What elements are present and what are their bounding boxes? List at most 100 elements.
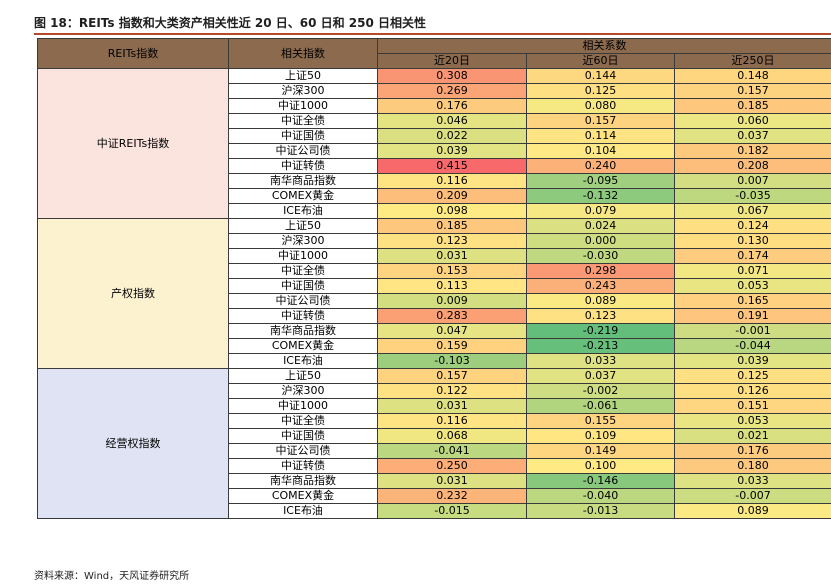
table-row: 沪深300 0.123 0.000 0.130	[38, 233, 831, 249]
coef-cell-d250: 0.124	[674, 218, 831, 234]
table-row: COMEX黄金 0.159 -0.213 -0.044	[38, 338, 831, 354]
coef-cell-d250: 0.053	[674, 278, 831, 294]
coef-cell-d60: 0.080	[526, 98, 675, 114]
related-index-cell: ICE布油	[228, 203, 378, 219]
coef-cell-d250: 0.125	[674, 368, 831, 384]
related-index-cell: COMEX黄金	[228, 488, 378, 504]
related-index-cell: 沪深300	[228, 383, 378, 399]
coef-cell-d20: 0.022	[377, 128, 527, 144]
related-index-cell: 中证公司债	[228, 143, 378, 159]
coef-cell-d20: 0.153	[377, 263, 527, 279]
coef-cell-d20: 0.176	[377, 98, 527, 114]
table-row: 南华商品指数 0.116 -0.095 0.007	[38, 173, 831, 189]
coef-cell-d20: 0.031	[377, 398, 527, 414]
figure-title: 图 18：REITs 指数和大类资产相关性近 20 日、60 日和 250 日相…	[34, 16, 427, 30]
coef-cell-d20: 0.250	[377, 458, 527, 474]
related-index-cell: 中证全债	[228, 113, 378, 129]
coef-cell-d60: 0.033	[526, 353, 675, 369]
related-index-cell: 中证全债	[228, 263, 378, 279]
table-row: 中证转债 0.415 0.240 0.208	[38, 158, 831, 174]
related-index-cell: ICE布油	[228, 503, 378, 519]
table-row: 中证国债 0.068 0.109 0.021	[38, 428, 831, 444]
group-name: 产权指数	[37, 218, 229, 369]
header-d20: 近20日	[377, 53, 527, 69]
related-index-cell: 中证国债	[228, 128, 378, 144]
related-index-cell: 上证50	[228, 218, 378, 234]
coef-cell-d20: 0.031	[377, 473, 527, 489]
coef-cell-d250: 0.208	[674, 158, 831, 174]
coef-cell-d60: -0.040	[526, 488, 675, 504]
coef-cell-d250: -0.007	[674, 488, 831, 504]
coef-cell-d250: 0.067	[674, 203, 831, 219]
correlation-table: REITs指数 相关指数 相关系数 近20日 近60日 近250日 中证REIT…	[37, 38, 831, 519]
coef-cell-d60: 0.104	[526, 143, 675, 159]
table-row: 沪深300 0.269 0.125 0.157	[38, 83, 831, 99]
table-row: 中证国债 0.113 0.243 0.053	[38, 278, 831, 294]
table-row: 南华商品指数 0.031 -0.146 0.033	[38, 473, 831, 489]
table-row: 中证公司债 0.039 0.104 0.182	[38, 143, 831, 159]
coef-cell-d250: 0.191	[674, 308, 831, 324]
table-row: 中证REITs指数 上证50 0.308 0.144 0.148	[37, 68, 831, 219]
header-reits-index: REITs指数	[37, 38, 229, 69]
table-row: ICE布油 0.098 0.079 0.067	[38, 203, 831, 219]
related-index-cell: 上证50	[228, 368, 378, 384]
coef-cell-d60: -0.002	[526, 383, 675, 399]
coef-cell-d20: 0.269	[377, 83, 527, 99]
coef-cell-d250: 0.126	[674, 383, 831, 399]
coef-cell-d20: 0.415	[377, 158, 527, 174]
coef-cell-d60: 0.243	[526, 278, 675, 294]
table-row: 中证国债 0.022 0.114 0.037	[38, 128, 831, 144]
coef-cell-d60: 0.240	[526, 158, 675, 174]
coef-cell-d20: -0.041	[377, 443, 527, 459]
coef-cell-d20: 0.185	[377, 218, 527, 234]
coef-cell-d20: 0.031	[377, 248, 527, 264]
coef-cell-d250: -0.035	[674, 188, 831, 204]
coef-cell-d250: 0.033	[674, 473, 831, 489]
coef-cell-d250: 0.021	[674, 428, 831, 444]
table-row: 中证公司债 0.009 0.089 0.165	[38, 293, 831, 309]
correlation-table-wrapper: REITs指数 相关指数 相关系数 近20日 近60日 近250日 中证REIT…	[37, 38, 831, 519]
coef-cell-d20: 0.098	[377, 203, 527, 219]
coef-cell-d250: 0.176	[674, 443, 831, 459]
table-row: 沪深300 0.122 -0.002 0.126	[38, 383, 831, 399]
coef-cell-d60: -0.095	[526, 173, 675, 189]
related-index-cell: 中证1000	[228, 398, 378, 414]
coef-cell-d20: 0.283	[377, 308, 527, 324]
coef-cell-d250: 0.037	[674, 128, 831, 144]
coef-cell-d60: -0.213	[526, 338, 675, 354]
coef-cell-d60: -0.146	[526, 473, 675, 489]
related-index-cell: 中证1000	[228, 248, 378, 264]
coef-cell-d250: -0.001	[674, 323, 831, 339]
coef-cell-d60: -0.061	[526, 398, 675, 414]
coef-cell-d20: 0.116	[377, 173, 527, 189]
coef-cell-d250: 0.089	[674, 503, 831, 519]
related-index-cell: 中证转债	[228, 458, 378, 474]
coef-cell-d250: 0.007	[674, 173, 831, 189]
table-row: 产权指数 上证50 0.185 0.024 0.124	[37, 218, 831, 369]
related-index-cell: 南华商品指数	[228, 173, 378, 189]
table-row: 中证公司债 -0.041 0.149 0.176	[38, 443, 831, 459]
table-row: 中证转债 0.283 0.123 0.191	[38, 308, 831, 324]
coef-cell-d250: 0.053	[674, 413, 831, 429]
table-body: 中证REITs指数 上证50 0.308 0.144 0.148 沪深300 0.269 0.…	[37, 68, 831, 519]
group-name: 经营权指数	[37, 368, 229, 519]
coef-cell-d60: 0.024	[526, 218, 675, 234]
coef-cell-d60: 0.144	[526, 68, 675, 84]
table-row: 中证全债 0.046 0.157 0.060	[38, 113, 831, 129]
related-index-cell: COMEX黄金	[228, 188, 378, 204]
table-row: COMEX黄金 0.232 -0.040 -0.007	[38, 488, 831, 504]
coef-cell-d20: 0.046	[377, 113, 527, 129]
coef-cell-d60: 0.000	[526, 233, 675, 249]
coef-cell-d60: 0.298	[526, 263, 675, 279]
related-index-cell: 南华商品指数	[228, 323, 378, 339]
coef-cell-d250: 0.180	[674, 458, 831, 474]
related-index-cell: 中证转债	[228, 158, 378, 174]
related-index-cell: 沪深300	[228, 233, 378, 249]
coef-cell-d60: 0.157	[526, 113, 675, 129]
coef-cell-d250: 0.165	[674, 293, 831, 309]
coef-cell-d250: 0.174	[674, 248, 831, 264]
coef-cell-d20: -0.103	[377, 353, 527, 369]
related-index-cell: 中证公司债	[228, 443, 378, 459]
coef-cell-d20: 0.039	[377, 143, 527, 159]
coef-cell-d20: 0.232	[377, 488, 527, 504]
